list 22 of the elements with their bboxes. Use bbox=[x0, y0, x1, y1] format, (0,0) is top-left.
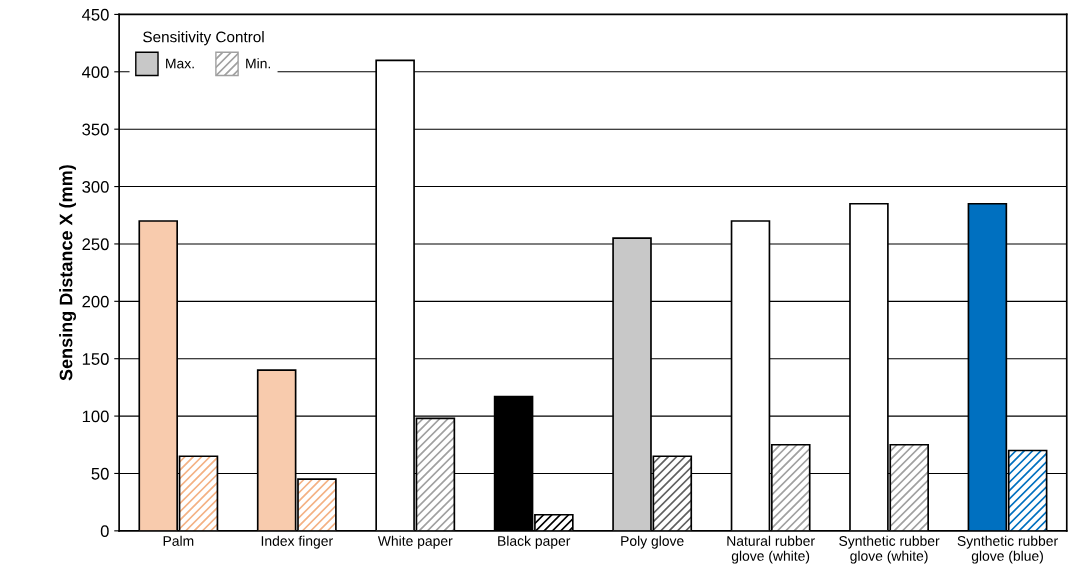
legend-label: Max. bbox=[166, 58, 194, 69]
x-tick-label: Synthetic rubber glove (blue) bbox=[957, 535, 1058, 564]
y-tick-label: 400 bbox=[81, 66, 109, 79]
x-tick-label: Black paper bbox=[498, 535, 571, 549]
y-tick-label: 0 bbox=[100, 525, 109, 538]
y-tick-label: 50 bbox=[91, 467, 109, 480]
x-tick-label: Palm bbox=[163, 535, 194, 546]
x-tick-label: Poly glove bbox=[621, 535, 684, 549]
x-tick-label: Synthetic rubber glove (white) bbox=[839, 535, 940, 564]
y-tick-label: 150 bbox=[82, 353, 109, 365]
y-tick-label: 350 bbox=[82, 123, 109, 136]
y-tick-label: 250 bbox=[82, 238, 109, 251]
legend-label: Min. bbox=[246, 58, 271, 69]
y-tick-label: 100 bbox=[82, 410, 109, 423]
x-tick-label: Natural rubber glove (white) bbox=[727, 535, 815, 564]
y-tick-label: 450 bbox=[81, 8, 109, 21]
legend-title: Sensitivity Control bbox=[143, 31, 264, 46]
y-axis-title: Sensing Distance X (mm) bbox=[59, 165, 77, 381]
x-tick-label: White paper bbox=[377, 535, 453, 549]
y-tick-label: 300 bbox=[82, 180, 109, 193]
y-tick-label: 200 bbox=[82, 295, 109, 308]
x-tick-label: Index finger bbox=[261, 535, 333, 549]
